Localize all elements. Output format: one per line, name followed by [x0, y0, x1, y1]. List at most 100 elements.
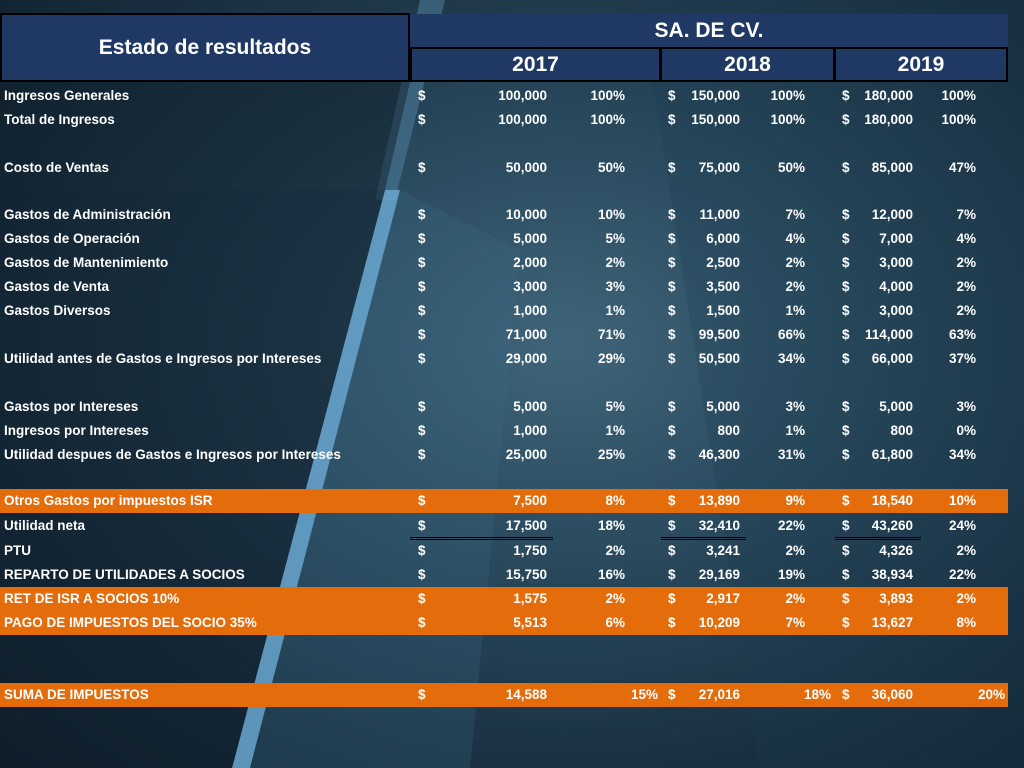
amount-cell: 1,575 — [513, 591, 547, 606]
statement-row: RET DE ISR A SOCIOS 10% $1,575 2% $2,917 2% $… — [0, 587, 1008, 611]
percent-cell: 22% — [777, 518, 805, 533]
percent-cell: 7% — [956, 207, 976, 222]
percent-cell: 4% — [785, 231, 805, 246]
percent-cell: 18% — [597, 518, 625, 533]
percent-cell: 2% — [956, 303, 976, 318]
currency-symbol: $ — [668, 279, 676, 294]
amount-cell: 4,000 — [879, 279, 913, 294]
currency-symbol: $ — [418, 447, 426, 462]
currency-symbol: $ — [418, 207, 426, 222]
amount-cell: 46,300 — [698, 447, 740, 462]
percent-cell: 22% — [948, 567, 976, 582]
percent-cell: 2% — [956, 543, 976, 558]
statement-row — [0, 180, 1008, 204]
percent-cell: 8% — [605, 493, 625, 508]
currency-symbol: $ — [842, 327, 850, 342]
currency-symbol: $ — [668, 423, 676, 438]
amount-cell: 25,000 — [505, 447, 547, 462]
percent-cell: 1% — [605, 423, 625, 438]
currency-symbol: $ — [668, 615, 676, 630]
row-label: Utilidad despues de Gastos e Ingresos po… — [4, 447, 341, 462]
currency-symbol: $ — [668, 447, 676, 462]
percent-cell: 100% — [941, 112, 976, 127]
currency-symbol: $ — [842, 399, 850, 414]
currency-symbol: $ — [842, 255, 850, 270]
row-label: PAGO DE IMPUESTOS DEL SOCIO 35% — [4, 615, 257, 630]
amount-cell: 29,000 — [505, 351, 547, 366]
amount-cell: 180,000 — [864, 88, 913, 103]
percent-cell: 1% — [605, 303, 625, 318]
amount-cell: 50,500 — [698, 351, 740, 366]
amount-cell: 85,000 — [871, 160, 913, 175]
amount-cell: 13,627 — [871, 615, 913, 630]
amount-cell: 29,169 — [698, 567, 740, 582]
year-header-2019: 2019 — [834, 47, 1008, 82]
percent-cell: 31% — [777, 447, 805, 462]
percent-cell: 18% — [803, 687, 831, 702]
percent-cell: 5% — [605, 399, 625, 414]
currency-symbol: $ — [668, 255, 676, 270]
percent-cell: 2% — [785, 255, 805, 270]
company-name: SA. DE CV. — [410, 14, 1008, 47]
currency-symbol: $ — [418, 615, 426, 630]
currency-symbol: $ — [668, 567, 676, 582]
double-underline — [410, 537, 553, 540]
amount-cell: 10,000 — [505, 207, 547, 222]
amount-cell: 5,513 — [513, 615, 547, 630]
percent-cell: 100% — [770, 88, 805, 103]
percent-cell: 47% — [948, 160, 976, 175]
amount-cell: 71,000 — [505, 327, 547, 342]
amount-cell: 43,260 — [871, 518, 913, 533]
amount-cell: 12,000 — [871, 207, 913, 222]
percent-cell: 25% — [597, 447, 625, 462]
row-label: Ingresos por Intereses — [4, 423, 149, 438]
statement-row: Utilidad antes de Gastos e Ingresos por … — [0, 347, 1008, 371]
amount-cell: 11,000 — [699, 207, 740, 222]
row-label: Otros Gastos por impuestos ISR — [4, 493, 213, 508]
statement-row — [0, 132, 1008, 156]
currency-symbol: $ — [668, 112, 676, 127]
statement-row: REPARTO DE UTILIDADES A SOCIOS $15,750 16%… — [0, 563, 1008, 587]
currency-symbol: $ — [842, 279, 850, 294]
row-label: REPARTO DE UTILIDADES A SOCIOS — [4, 567, 245, 582]
percent-cell: 10% — [597, 207, 625, 222]
amount-cell: 800 — [717, 423, 740, 438]
percent-cell: 1% — [785, 303, 805, 318]
amount-cell: 14,588 — [505, 687, 547, 702]
currency-symbol: $ — [842, 615, 850, 630]
percent-cell: 1% — [785, 423, 805, 438]
percent-cell: 2% — [956, 279, 976, 294]
percent-cell: 63% — [948, 327, 976, 342]
row-label: Gastos Diversos — [4, 303, 111, 318]
amount-cell: 800 — [890, 423, 913, 438]
currency-symbol: $ — [418, 591, 426, 606]
percent-cell: 66% — [777, 327, 805, 342]
percent-cell: 100% — [770, 112, 805, 127]
amount-cell: 5,000 — [513, 231, 547, 246]
currency-symbol: $ — [418, 255, 426, 270]
statement-row: Gastos Diversos $1,000 1% $1,500 1% $3,000 2% — [0, 299, 1008, 323]
percent-cell: 2% — [785, 543, 805, 558]
currency-symbol: $ — [842, 518, 850, 533]
currency-symbol: $ — [668, 327, 676, 342]
percent-cell: 4% — [956, 231, 976, 246]
row-label: Total de Ingresos — [4, 112, 115, 127]
amount-cell: 1,000 — [513, 303, 547, 318]
percent-cell: 100% — [590, 88, 625, 103]
amount-cell: 10,209 — [698, 615, 740, 630]
amount-cell: 61,800 — [871, 447, 913, 462]
amount-cell: 17,500 — [505, 518, 547, 533]
amount-cell: 100,000 — [498, 112, 547, 127]
amount-cell: 150,000 — [691, 88, 740, 103]
amount-cell: 7,000 — [879, 231, 913, 246]
amount-cell: 7,500 — [513, 493, 547, 508]
amount-cell: 99,500 — [698, 327, 740, 342]
currency-symbol: $ — [418, 279, 426, 294]
row-label: SUMA DE IMPUESTOS — [4, 687, 149, 702]
row-label: Utilidad antes de Gastos e Ingresos por … — [4, 351, 322, 366]
percent-cell: 3% — [956, 399, 976, 414]
percent-cell: 10% — [948, 493, 976, 508]
percent-cell: 5% — [605, 231, 625, 246]
row-label: Costo de Ventas — [4, 160, 110, 175]
